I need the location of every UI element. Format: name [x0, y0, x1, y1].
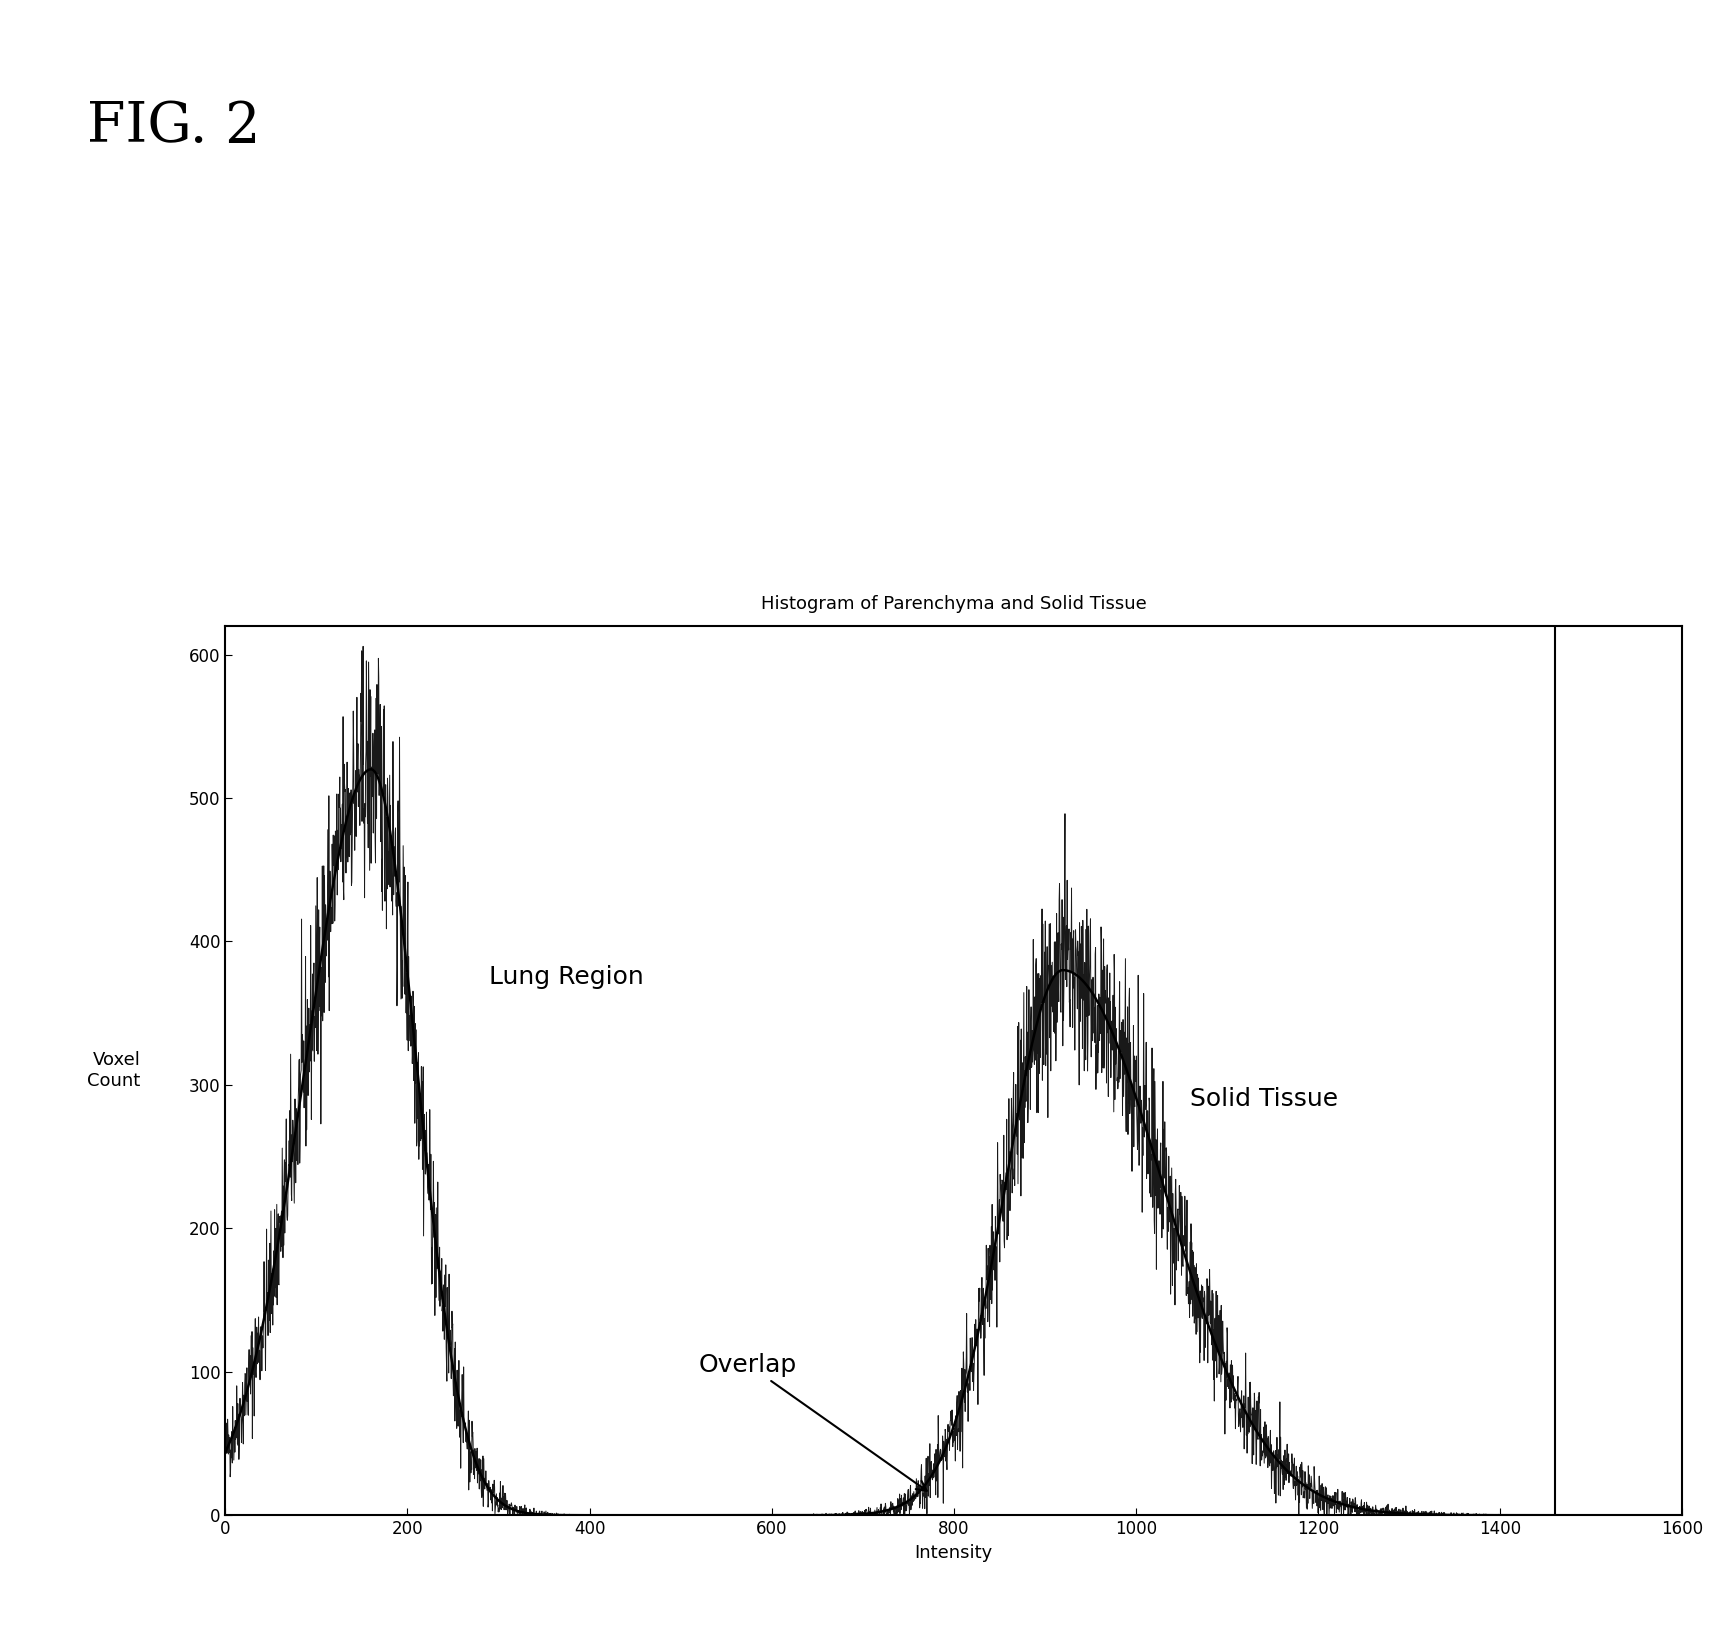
Title: Histogram of Parenchyma and Solid Tissue: Histogram of Parenchyma and Solid Tissue: [761, 595, 1146, 613]
Y-axis label: Voxel
Count: Voxel Count: [87, 1051, 140, 1090]
Text: Lung Region: Lung Region: [489, 965, 643, 990]
Text: Solid Tissue: Solid Tissue: [1191, 1087, 1339, 1112]
Text: FIG. 2: FIG. 2: [87, 99, 260, 153]
X-axis label: Intensity: Intensity: [914, 1543, 994, 1561]
Text: Overlap: Overlap: [699, 1352, 926, 1491]
